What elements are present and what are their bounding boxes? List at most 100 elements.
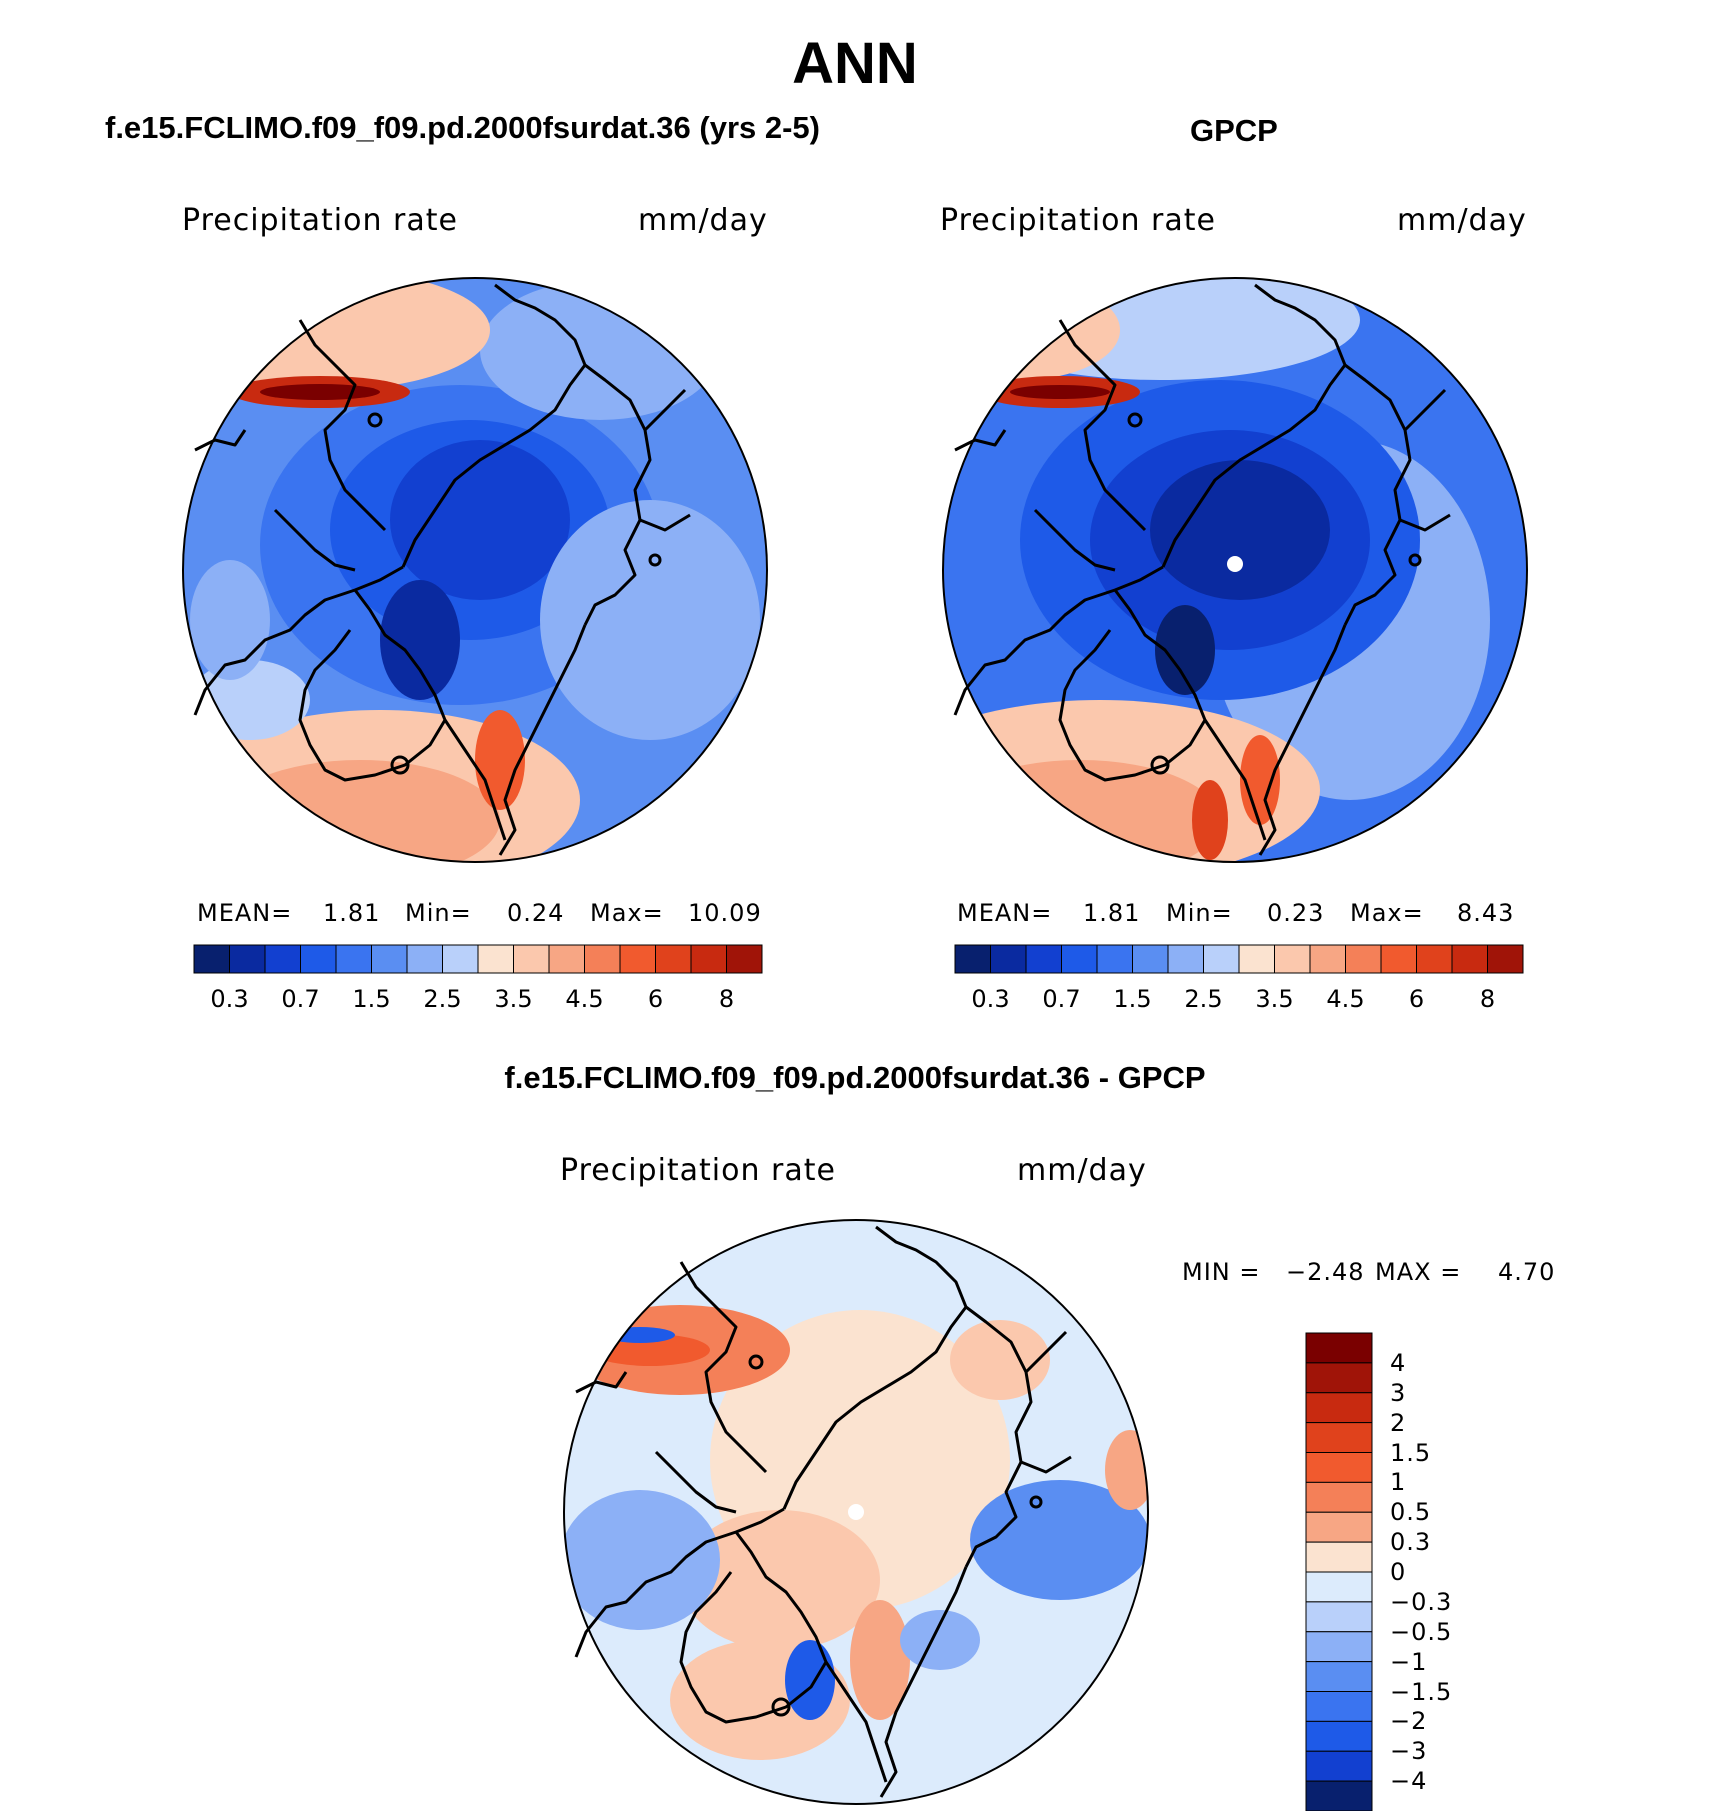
model-colorbar — [193, 944, 763, 974]
obs-colorbar-tick-label: 0.3 — [971, 985, 1010, 1013]
obs-colorbar — [954, 944, 1524, 974]
obs-colorbar-tick-label: 8 — [1479, 985, 1496, 1013]
obs-colorbar-box — [1061, 944, 1098, 974]
diff-colorbar-box — [1305, 1452, 1373, 1483]
obs-map-border — [942, 277, 1528, 863]
model-map — [183, 278, 767, 862]
model-colorbar-box — [690, 944, 727, 974]
obs-colorbar-box — [1487, 944, 1524, 974]
model-colorbar-box — [513, 944, 550, 974]
model-colorbar-tick-label: 2.5 — [423, 985, 462, 1013]
model-colorbar-box — [264, 944, 301, 974]
model-colorbar-tick-label: 0.3 — [210, 985, 249, 1013]
obs-colorbar-tick-label: 0.7 — [1042, 985, 1081, 1013]
obs-mean-label: MEAN= — [957, 899, 1053, 927]
obs-colorbar-box — [954, 944, 991, 974]
obs-variable-label: Precipitation rate — [940, 203, 1216, 238]
model-map-border — [182, 277, 768, 863]
model-colorbar-tick-label: 8 — [718, 985, 735, 1013]
obs-colorbar-box — [1416, 944, 1453, 974]
diff-colorbar-tick-label: −0.5 — [1390, 1617, 1453, 1646]
diff-colorbar-tick-label: 0 — [1390, 1558, 1407, 1586]
model-colorbar-box — [335, 944, 372, 974]
diff-colorbar-box — [1305, 1691, 1373, 1722]
obs-colorbar-tick-label: 2.5 — [1184, 985, 1223, 1013]
obs-colorbar-tick-label: 3.5 — [1255, 985, 1294, 1013]
model-colorbar-box — [406, 944, 443, 974]
obs-colorbar-box — [1132, 944, 1169, 974]
model-colorbar-box — [726, 944, 763, 974]
model-colorbar-box — [477, 944, 514, 974]
model-max-label: Max= — [590, 899, 664, 927]
model-colorbar-tick-label: 3.5 — [494, 985, 533, 1013]
diff-colorbar-box — [1305, 1750, 1373, 1782]
obs-colorbar-box — [1096, 944, 1133, 974]
diff-colorbar-box — [1305, 1571, 1373, 1603]
model-min-label: Min= — [405, 899, 472, 927]
model-variable-label: Precipitation rate — [182, 203, 458, 238]
diff-max-label: MAX = — [1375, 1258, 1462, 1286]
diff-variable-label: Precipitation rate — [560, 1153, 836, 1188]
model-colorbar-box — [584, 944, 621, 974]
diff-colorbar-tick-label: 3 — [1390, 1378, 1407, 1407]
obs-min-label: Min= — [1166, 899, 1233, 927]
obs-colorbar-box — [1380, 944, 1417, 974]
diff-colorbar-box — [1305, 1422, 1373, 1453]
obs-pole-marker — [1227, 556, 1243, 572]
diff-colorbar-box — [1305, 1780, 1373, 1811]
diff-colorbar-tick-label: −1.5 — [1390, 1677, 1453, 1706]
model-colorbar-tick-label: 1.5 — [352, 985, 391, 1013]
diff-colorbar-box — [1305, 1362, 1373, 1394]
diff-colorbar-tick-label: 1.5 — [1390, 1438, 1432, 1467]
model-colorbar-box — [300, 944, 337, 974]
obs-colorbar-tick-label: 1.5 — [1113, 985, 1152, 1013]
diff-colorbar-tick-label: −4 — [1390, 1767, 1428, 1796]
diff-pole-marker — [848, 1504, 864, 1520]
diff-colorbar-box — [1305, 1661, 1373, 1692]
obs-colorbar-box — [1203, 944, 1240, 974]
obs-colorbar-box — [1025, 944, 1062, 974]
obs-units-label: mm/day — [1397, 203, 1527, 238]
obs-mean-value: 1.81 — [1083, 899, 1141, 927]
model-colorbar-tick-label: 4.5 — [565, 985, 604, 1013]
model-colorbar-box — [655, 944, 692, 974]
model-mean-label: MEAN= — [197, 899, 293, 927]
diff-colorbar-tick-label: 0.5 — [1390, 1498, 1432, 1527]
diff-panel-title: f.e15.FCLIMO.f09_f09.pd.2000fsurdat.36 -… — [504, 1060, 1206, 1095]
obs-colorbar-tick-label: 4.5 — [1326, 985, 1365, 1013]
obs-max-label: Max= — [1350, 899, 1424, 927]
diff-colorbar-box — [1305, 1332, 1373, 1364]
obs-colorbar-box — [1345, 944, 1382, 974]
diff-colorbar-box — [1305, 1720, 1373, 1752]
model-colorbar-box — [229, 944, 266, 974]
obs-colorbar-box — [1167, 944, 1204, 974]
obs-colorbar-tick-label: 6 — [1408, 985, 1425, 1013]
obs-colorbar-box — [1238, 944, 1275, 974]
model-colorbar-box — [371, 944, 408, 974]
diff-min-value: −2.48 — [1286, 1258, 1365, 1286]
diff-colorbar-box — [1305, 1541, 1373, 1573]
model-max-value: 10.09 — [688, 899, 762, 927]
diff-colorbar-box — [1305, 1511, 1373, 1543]
obs-max-value: 8.43 — [1457, 899, 1515, 927]
diff-colorbar-tick-label: −3 — [1390, 1737, 1428, 1766]
diff-colorbar-tick-label: 1 — [1390, 1468, 1407, 1497]
diff-min-label: MIN = — [1182, 1258, 1261, 1286]
diff-colorbar-box — [1305, 1481, 1373, 1513]
model-units-label: mm/day — [638, 203, 768, 238]
diff-colorbar — [1305, 1332, 1373, 1811]
diff-colorbar-tick-label: −0.3 — [1390, 1587, 1453, 1616]
model-colorbar-box — [619, 944, 656, 974]
obs-colorbar-box — [1274, 944, 1311, 974]
model-colorbar-box — [193, 944, 230, 974]
model-colorbar-tick-label: 6 — [647, 985, 664, 1013]
obs-colorbar-box — [1451, 944, 1488, 974]
diff-max-value: 4.70 — [1498, 1258, 1556, 1286]
obs-colorbar-box — [990, 944, 1027, 974]
model-colorbar-box — [548, 944, 585, 974]
diff-colorbar-tick-label: 0.3 — [1390, 1528, 1432, 1557]
obs-min-value: 0.23 — [1267, 899, 1325, 927]
obs-panel-title: GPCP — [1190, 113, 1278, 148]
model-colorbar-box — [442, 944, 479, 974]
